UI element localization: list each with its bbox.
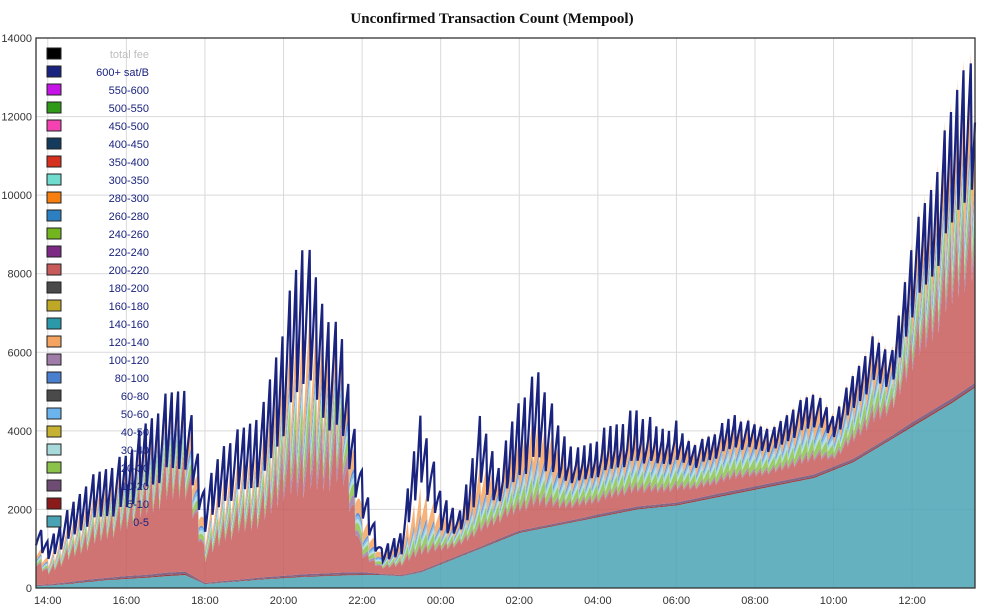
legend-label: 550-600 (109, 85, 149, 97)
total-line (34, 63, 977, 566)
legend-swatch (46, 389, 62, 402)
legend-label: 220-240 (109, 247, 149, 259)
legend-label: 280-300 (109, 193, 149, 205)
legend-swatch (46, 101, 62, 114)
legend-swatch (46, 371, 62, 384)
legend-swatch (46, 407, 62, 420)
legend-swatch (46, 335, 62, 348)
y-tick-label: 4000 (8, 426, 32, 438)
legend-swatch (46, 227, 62, 240)
legend-label: 400-450 (109, 139, 149, 151)
y-tick-label: 0 (26, 583, 32, 595)
legend-swatch (46, 47, 62, 60)
series-area-120-140 (36, 52, 975, 570)
x-tick-label: 08:00 (741, 595, 769, 607)
legend-label: 20-30 (121, 463, 149, 475)
legend-label: 500-550 (109, 103, 149, 115)
y-tick-label: 14000 (1, 33, 32, 45)
legend-label: 140-160 (109, 319, 149, 331)
legend-swatch (46, 425, 62, 438)
legend-label: total fee (110, 49, 149, 61)
legend-label: 40-50 (121, 427, 149, 439)
legend-swatch (46, 479, 62, 492)
legend-swatch (46, 137, 62, 150)
chart-title: Unconfirmed Transaction Count (Mempool) (350, 11, 634, 27)
x-tick-label: 22:00 (348, 595, 376, 607)
legend-swatch (46, 209, 62, 222)
series-area-80-100 (36, 134, 975, 571)
plot-frame (35, 37, 976, 589)
legend-label: 180-200 (109, 283, 149, 295)
x-tick-label: 18:00 (191, 595, 219, 607)
legend-swatch (46, 191, 62, 204)
y-tick-label: 12000 (1, 112, 32, 124)
legend-label: 10-20 (121, 481, 149, 493)
legend-swatch (46, 353, 62, 366)
x-tick-label: 16:00 (113, 595, 141, 607)
x-tick-label: 12:00 (898, 595, 926, 607)
legend-swatch (46, 281, 62, 294)
x-tick-label: 00:00 (427, 595, 455, 607)
legend-swatch (46, 83, 62, 96)
x-tick-label: 14:00 (34, 595, 62, 607)
legend-swatch (46, 155, 62, 168)
legend-label: 300-350 (109, 175, 149, 187)
legend-label: 120-140 (109, 337, 149, 349)
legend-label: 80-100 (115, 373, 149, 385)
legend-label: 260-280 (109, 211, 149, 223)
legend-swatch (46, 317, 62, 330)
series-area-200-220 (36, 216, 975, 585)
legend-label: 200-220 (109, 265, 149, 277)
legend-swatch (46, 299, 62, 312)
legend-swatch (46, 65, 62, 78)
legend-swatch (46, 515, 62, 528)
y-tick-label: 8000 (8, 269, 32, 281)
legend-label: 350-400 (109, 157, 149, 169)
x-tick-label: 20:00 (270, 595, 298, 607)
legend-swatch (46, 497, 62, 510)
legend-swatch (46, 461, 62, 474)
legend-label: 5-10 (127, 499, 149, 511)
legend-swatch (46, 263, 62, 276)
legend-label: 0-5 (133, 517, 149, 529)
series-area-0-5 (36, 387, 975, 588)
legend-label: 600+ sat/B (96, 67, 149, 79)
legend-label: 30-40 (121, 445, 149, 457)
x-tick-label: 02:00 (505, 595, 533, 607)
legend-label: 450-500 (109, 121, 149, 133)
legend-label: 60-80 (121, 391, 149, 403)
legend-label: 50-60 (121, 409, 149, 421)
legend-swatch (46, 443, 62, 456)
y-tick-label: 2000 (8, 504, 32, 516)
legend-label: 160-180 (109, 301, 149, 313)
legend-swatch (46, 245, 62, 258)
x-tick-label: 10:00 (820, 595, 848, 607)
y-tick-label: 6000 (8, 347, 32, 359)
legend-swatch (46, 173, 62, 186)
legend-label: 100-120 (109, 355, 149, 367)
x-tick-label: 04:00 (584, 595, 612, 607)
legend-label: 240-260 (109, 229, 149, 241)
x-tick-label: 06:00 (663, 595, 691, 607)
legend-swatch (46, 119, 62, 132)
y-tick-label: 10000 (1, 190, 32, 202)
